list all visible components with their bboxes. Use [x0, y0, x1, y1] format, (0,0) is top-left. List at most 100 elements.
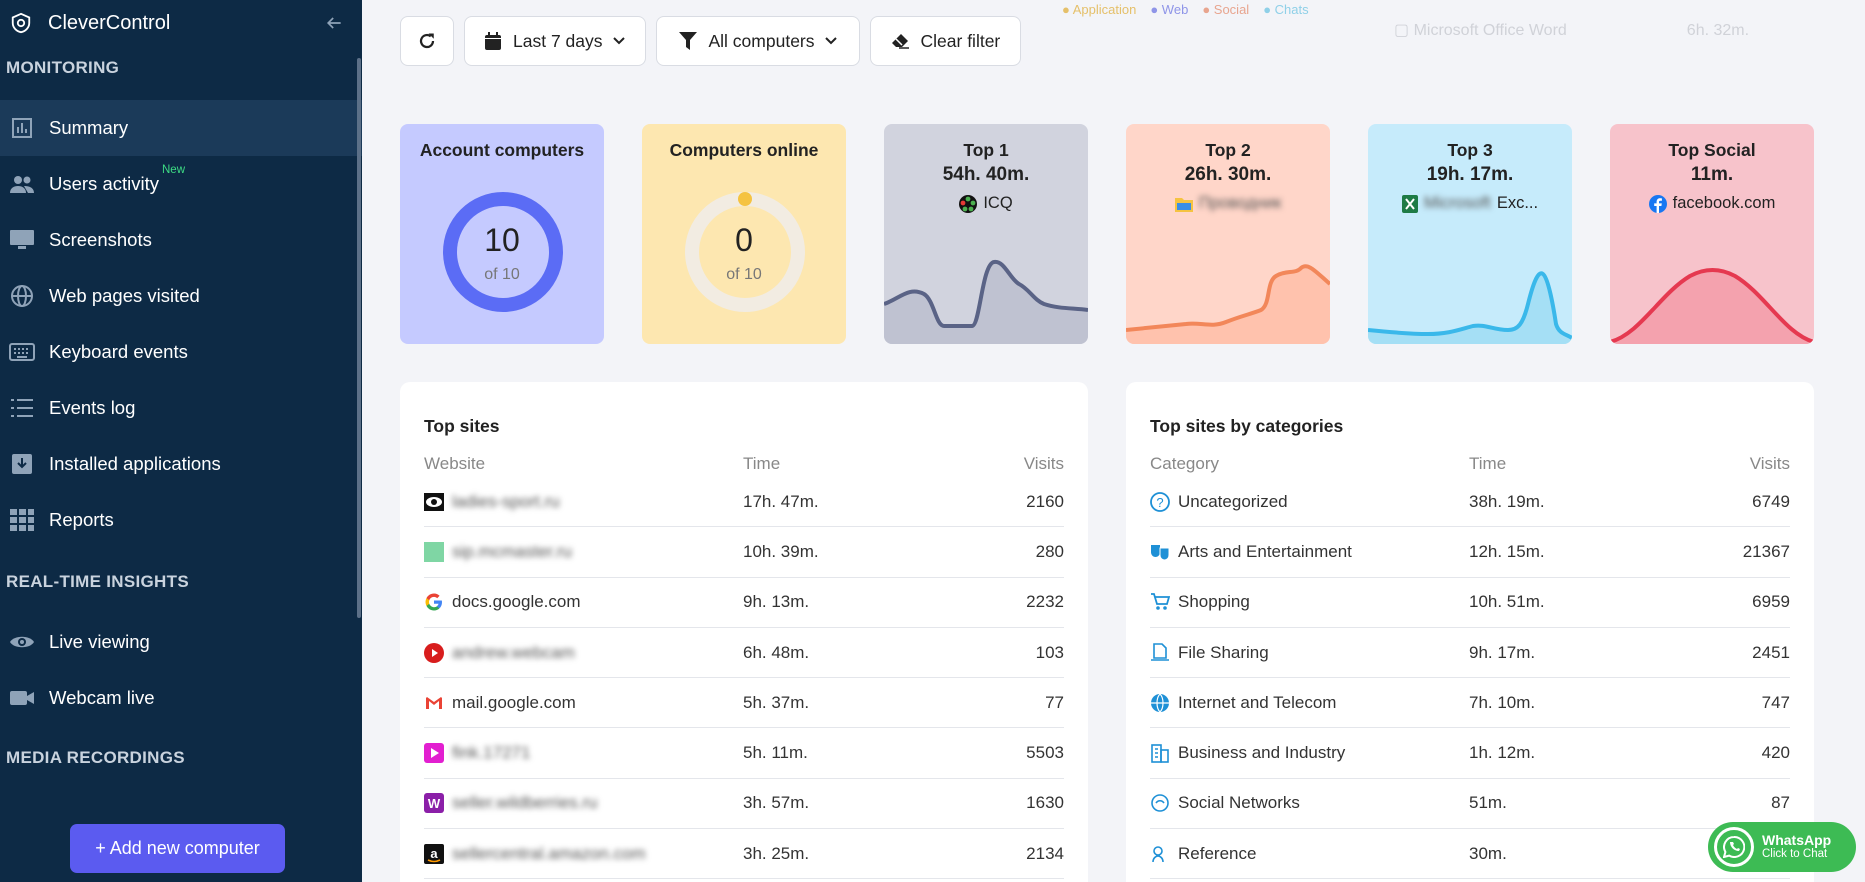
- computers-label: All computers: [708, 30, 815, 51]
- keyboard-icon: [8, 338, 36, 366]
- table-row[interactable]: docs.google.com 9h. 13m. 2232: [424, 578, 1064, 628]
- card-app: facebook.com: [1610, 194, 1814, 213]
- whatsapp-title: WhatsApp: [1762, 832, 1832, 849]
- sidebar-item-label: Web pages visited: [49, 285, 200, 306]
- period-dropdown[interactable]: Last 7 days: [464, 16, 646, 66]
- monitor-icon: [8, 226, 36, 254]
- top2-sparkline: [1126, 264, 1330, 344]
- table-row[interactable]: Shopping 10h. 51m. 6959: [1150, 578, 1790, 628]
- category-name: Business and Industry: [1178, 743, 1346, 763]
- category-time: 38h. 19m.: [1469, 491, 1545, 511]
- clear-filter-button[interactable]: Clear filter: [869, 16, 1022, 66]
- sidebar-item-screenshots[interactable]: Screenshots: [0, 212, 362, 268]
- category-visits: 747: [1761, 692, 1790, 712]
- card-time: 54h. 40m.: [942, 164, 1030, 185]
- site-name: fink.17271: [452, 743, 531, 763]
- category-name: File Sharing: [1178, 642, 1269, 662]
- sidebar-item-reports[interactable]: Reports: [0, 492, 362, 548]
- computers-dropdown[interactable]: All computers: [655, 16, 860, 66]
- card-top-2[interactable]: Top 2 26h. 30m. Проводник: [1126, 124, 1330, 344]
- table-row[interactable]: andrew.webcam 6h. 48m. 103: [424, 628, 1064, 679]
- card-title: Top 1: [963, 140, 1009, 160]
- panel-title: Top sites by categories: [1150, 416, 1344, 436]
- table-row[interactable]: sip.mcmaster.ru 10h. 39m. 280: [424, 527, 1064, 578]
- site-name: docs.google.com: [452, 592, 581, 612]
- top3-sparkline: [1368, 271, 1572, 344]
- site-visits: 280: [1035, 541, 1064, 561]
- excel-icon: [1401, 194, 1418, 213]
- sidebar-item-webcam-live[interactable]: Webcam live: [0, 670, 362, 726]
- column-header: Category: [1150, 454, 1219, 473]
- category-time: 9h. 17m.: [1469, 642, 1536, 662]
- sidebar-scrollbar[interactable]: [357, 58, 361, 618]
- table-header: Category Time Visits: [1150, 451, 1790, 477]
- site-name: mail.google.com: [452, 692, 576, 712]
- sidebar-item-label: Webcam live: [49, 687, 155, 708]
- table-row[interactable]: Business and Industry 1h. 12m. 420: [1150, 728, 1790, 779]
- category-time: 30m.: [1469, 843, 1507, 863]
- site-time: 9h. 13m.: [743, 592, 810, 612]
- add-computer-button[interactable]: + Add new computer: [70, 824, 285, 873]
- sidebar-item-installed-apps[interactable]: Installed applications: [0, 436, 362, 492]
- sidebar-item-label: Summary: [49, 117, 129, 138]
- card-computers-online[interactable]: Computers online 0 of 10: [642, 124, 846, 344]
- table-row[interactable]: Arts and Entertainment 12h. 15m. 21367: [1150, 527, 1790, 578]
- table-row[interactable]: mail.google.com 5h. 37m. 77: [424, 678, 1064, 729]
- refresh-button[interactable]: [400, 16, 454, 66]
- filter-icon: [678, 32, 697, 50]
- whatsapp-subtitle: Click to Chat: [1762, 848, 1828, 861]
- wildberries-icon: W: [424, 793, 444, 814]
- site-name: sip.mcmaster.ru: [452, 541, 572, 561]
- account-donut: [443, 192, 563, 312]
- card-top-social[interactable]: Top Social 11m. facebook.com: [1610, 124, 1814, 344]
- sidebar-item-users-activity[interactable]: Users activity New: [0, 156, 362, 212]
- site-name: andrew.webcam: [452, 642, 575, 662]
- sidebar-item-events-log[interactable]: Events log: [0, 380, 362, 436]
- table-row[interactable]: Social Networks 51m. 87: [1150, 779, 1790, 830]
- sidebar-item-summary[interactable]: Summary: [0, 100, 362, 156]
- card-top-1[interactable]: Top 1 54h. 40m. ICQ: [884, 124, 1088, 344]
- card-app: Microsoft Exc...: [1368, 194, 1572, 213]
- category-time: 51m.: [1469, 793, 1507, 813]
- card-time: 26h. 30m.: [1184, 164, 1272, 185]
- table-row[interactable]: fink.17271 5h. 11m. 5503: [424, 728, 1064, 779]
- whatsapp-chat-button[interactable]: WhatsApp Click to Chat: [1708, 822, 1856, 872]
- theater-masks-icon: [1150, 542, 1170, 562]
- table-header: Website Time Visits: [424, 451, 1064, 477]
- collapse-sidebar-icon[interactable]: [320, 9, 348, 37]
- table-row[interactable]: File Sharing 9h. 17m. 2451: [1150, 628, 1790, 679]
- card-top-3[interactable]: Top 3 19h. 17m. Microsoft Exc...: [1368, 124, 1572, 344]
- sidebar-item-label: Reports: [49, 509, 114, 530]
- building-icon: [1150, 743, 1170, 763]
- category-time: 10h. 51m.: [1469, 592, 1545, 612]
- table-row[interactable]: ladies-sport.ru 17h. 47m. 2160: [424, 477, 1064, 528]
- chevron-down-icon: [824, 37, 837, 45]
- table-row[interactable]: ? Uncategorized 38h. 19m. 6749: [1150, 477, 1790, 528]
- column-header: Time: [1469, 454, 1507, 473]
- sidebar-item-keyboard[interactable]: Keyboard events: [0, 324, 362, 380]
- card-app: ICQ: [884, 194, 1088, 213]
- globe-icon: [1150, 693, 1170, 713]
- sidebar-item-label: Screenshots: [49, 229, 152, 250]
- table-row[interactable]: Internet and Telecom 7h. 10m. 747: [1150, 678, 1790, 729]
- category-name: Arts and Entertainment: [1178, 541, 1352, 561]
- clear-filter-label: Clear filter: [920, 30, 1001, 51]
- card-title: Top Social: [1668, 140, 1756, 160]
- list-icon: [8, 394, 36, 422]
- account-total: of 10: [484, 266, 520, 283]
- sidebar-item-web-pages[interactable]: Web pages visited: [0, 268, 362, 324]
- site-name: seller.wildberries.ru: [452, 793, 598, 813]
- sidebar-header: CleverControl: [0, 0, 362, 46]
- sidebar-item-live-viewing[interactable]: Live viewing: [0, 614, 362, 670]
- online-donut-marker: [738, 192, 752, 206]
- toolbar: Last 7 days All computers Clear filter: [400, 16, 1022, 66]
- card-account-computers[interactable]: Account computers 10 of 10: [400, 124, 604, 344]
- category-visits: 21367: [1742, 541, 1790, 561]
- card-title: Computers online: [669, 140, 819, 160]
- table-row[interactable]: a sellercentral.amazon.com 3h. 25m. 2134: [424, 829, 1064, 880]
- site-visits: 5503: [1026, 743, 1064, 763]
- table-row[interactable]: Reference 30m.: [1150, 829, 1790, 880]
- sidebar-item-label: Live viewing: [49, 631, 150, 652]
- card-app-name-blurred: Microsoft: [1423, 194, 1491, 212]
